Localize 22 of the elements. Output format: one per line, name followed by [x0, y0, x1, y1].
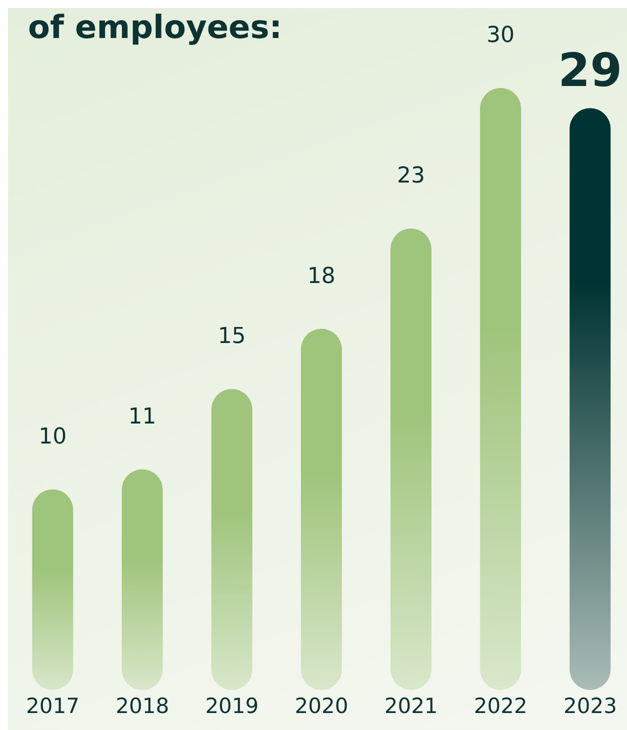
x-tick-label: 2017	[26, 694, 80, 718]
data-label: 10	[38, 424, 67, 450]
x-tick-label: 2019	[205, 694, 259, 718]
x-tick-label: 2021	[384, 694, 438, 718]
chart-title: of employees:	[28, 8, 282, 46]
bar	[300, 328, 342, 690]
bar	[390, 228, 432, 690]
bar	[211, 389, 252, 690]
data-label: 23	[396, 163, 425, 188]
bar	[570, 108, 611, 690]
x-tick-label: 2018	[116, 694, 170, 718]
bar	[32, 489, 74, 690]
data-label: 15	[218, 324, 246, 349]
data-label: 11	[128, 404, 156, 430]
bar	[480, 88, 522, 690]
data-label: 18	[307, 264, 336, 289]
data-label: 30	[486, 23, 515, 48]
x-tick-label: 2022	[474, 694, 528, 718]
x-tick-label: 2023	[563, 694, 617, 718]
bar	[122, 469, 163, 690]
x-tick-label: 2020	[294, 694, 348, 718]
data-label: 29	[558, 43, 622, 98]
